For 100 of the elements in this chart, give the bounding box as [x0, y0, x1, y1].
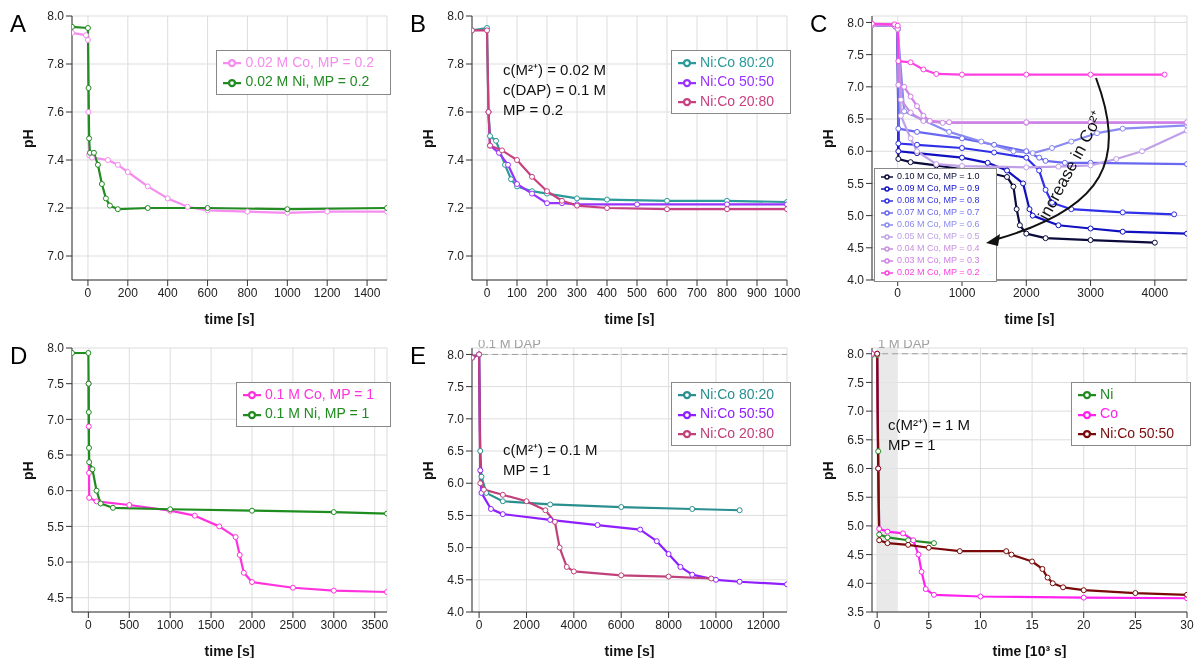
legend-label: Ni:Co 20:80 — [700, 92, 774, 109]
chart-title: A — [10, 10, 27, 38]
y-tick-label: 7.6 — [47, 105, 65, 120]
y-tick-label: 4.0 — [447, 605, 465, 620]
ref-line-label: 0.1 M DAP — [478, 336, 541, 352]
y-tick-label: 7.2 — [447, 201, 465, 216]
x-tick-label: 1000 — [948, 285, 976, 300]
x-tick-label: 12000 — [746, 617, 781, 632]
y-tick-label: 3.5 — [847, 605, 865, 620]
x-tick-label: 30 — [1180, 617, 1194, 632]
x-tick-label: 3500 — [361, 617, 389, 632]
legend-label: 0.1 M Co, MP = 1 — [264, 386, 374, 402]
y-tick-label: 8.0 — [47, 9, 65, 24]
y-tick-label: 4.5 — [47, 590, 65, 605]
legend-label: 0.04 M Co, MP = 0.4 — [897, 243, 980, 254]
x-tick-label: 3000 — [1077, 285, 1105, 300]
legend-label: Ni:Co 80:20 — [700, 386, 774, 402]
y-tick-label: 6.0 — [447, 476, 465, 491]
x-axis-title: time [s] — [204, 643, 255, 659]
y-tick-label: 7.5 — [847, 375, 865, 390]
x-tick-label: 0 — [85, 617, 93, 632]
x-tick-label: 600 — [197, 285, 218, 300]
y-axis-title: pH — [19, 461, 36, 480]
x-tick-label: 0 — [84, 285, 92, 300]
y-tick-label: 4.5 — [847, 547, 865, 562]
legend-label: Ni:Co 80:20 — [700, 54, 774, 70]
y-tick-label: 7.6 — [447, 105, 465, 120]
y-tick-label: 4.5 — [847, 241, 865, 256]
y-tick-label: 8.0 — [447, 9, 465, 24]
x-tick-label: 100 — [506, 285, 528, 300]
x-tick-label: 200 — [117, 285, 139, 300]
y-tick-label: 7.8 — [447, 57, 465, 72]
x-tick-label: 10 — [973, 617, 988, 632]
y-tick-label: 7.5 — [447, 379, 465, 394]
x-tick-label: 25 — [1128, 617, 1143, 632]
x-axis-title: time [s] — [604, 643, 655, 659]
y-tick-label: 6.5 — [47, 448, 65, 463]
y-tick-label: 7.2 — [47, 201, 65, 216]
legend-label: Ni:Co 20:80 — [700, 424, 774, 441]
legend-label: 0.09 M Co, MP = 0.9 — [897, 183, 980, 194]
x-axis-title: time [s] — [204, 311, 255, 327]
x-tick-label: 800 — [716, 285, 738, 300]
y-tick-label: 5.5 — [847, 490, 865, 505]
x-tick-label: 10000 — [699, 617, 733, 632]
x-tick-label: 0 — [894, 285, 902, 300]
y-tick-label: 8.0 — [847, 347, 865, 361]
y-tick-label: 7.4 — [447, 153, 465, 168]
y-tick-label: 7.0 — [47, 412, 65, 427]
x-tick-label: 1200 — [313, 285, 341, 300]
x-tick-label: 2000 — [513, 617, 541, 632]
x-tick-label: 15 — [1025, 617, 1040, 632]
y-tick-label: 6.0 — [847, 144, 865, 159]
x-tick-label: 1400 — [353, 285, 381, 300]
x-tick-label: 2000 — [1012, 285, 1040, 300]
annotation: MP = 1 — [888, 435, 937, 455]
y-tick-label: 8.0 — [447, 347, 465, 362]
legend-label: 0.02 M Co, MP = 0.2 — [897, 267, 980, 278]
y-tick-label: 6.0 — [847, 461, 865, 476]
x-axis-title: time [10³ s] — [992, 643, 1067, 659]
y-axis-title: pH — [19, 129, 36, 148]
x-tick-label: 0 — [873, 617, 881, 632]
y-axis-title: pH — [819, 129, 836, 148]
annotation: c(M²⁺) = 0.1 M — [503, 440, 598, 460]
x-tick-label: 900 — [746, 285, 768, 300]
legend-label: 0.02 M Co, MP = 0.2 — [245, 54, 374, 70]
y-tick-label: 5.0 — [447, 540, 465, 555]
legend-label: 0.08 M Co, MP = 0.8 — [897, 195, 980, 206]
x-tick-label: 200 — [536, 285, 558, 300]
y-tick-label: 7.0 — [447, 249, 465, 264]
x-tick-label: 1000 — [273, 285, 301, 300]
y-tick-label: 7.8 — [47, 57, 65, 72]
y-tick-label: 6.5 — [847, 433, 865, 448]
x-tick-label: 4000 — [1141, 285, 1169, 300]
y-tick-label: 5.5 — [447, 508, 465, 523]
y-tick-label: 5.0 — [847, 519, 865, 534]
chart-title: E — [410, 342, 427, 370]
chart-title: C — [810, 10, 828, 38]
y-tick-label: 7.5 — [847, 47, 865, 62]
legend-label: Ni:Co 50:50 — [700, 405, 774, 422]
x-tick-label: 1000 — [773, 285, 801, 300]
y-tick-label: 5.0 — [847, 208, 865, 223]
x-tick-label: 700 — [686, 285, 708, 300]
x-axis-title: time [s] — [604, 311, 655, 327]
legend-label: Ni:Co 50:50 — [1100, 424, 1174, 441]
y-axis-title: pH — [419, 461, 436, 480]
x-tick-label: 1000 — [156, 617, 184, 632]
legend-label: 0.05 M Co, MP = 0.5 — [897, 231, 980, 242]
annotation: c(M²⁺) = 1 M — [888, 415, 971, 435]
x-tick-label: 500 — [119, 617, 140, 632]
y-tick-label: 8.0 — [847, 15, 865, 30]
x-axis-title: time [s] — [1004, 311, 1055, 327]
legend-label: Co — [1100, 405, 1118, 422]
x-tick-label: 1500 — [197, 617, 225, 632]
legend-label: Ni:Co 50:50 — [700, 73, 774, 90]
y-tick-label: 7.0 — [847, 404, 865, 419]
y-axis-title: pH — [819, 461, 836, 480]
legend-label: 0.07 M Co, MP = 0.7 — [897, 207, 980, 218]
x-tick-label: 600 — [656, 285, 678, 300]
x-tick-label: 4000 — [560, 617, 588, 632]
y-tick-label: 5.0 — [47, 555, 65, 570]
